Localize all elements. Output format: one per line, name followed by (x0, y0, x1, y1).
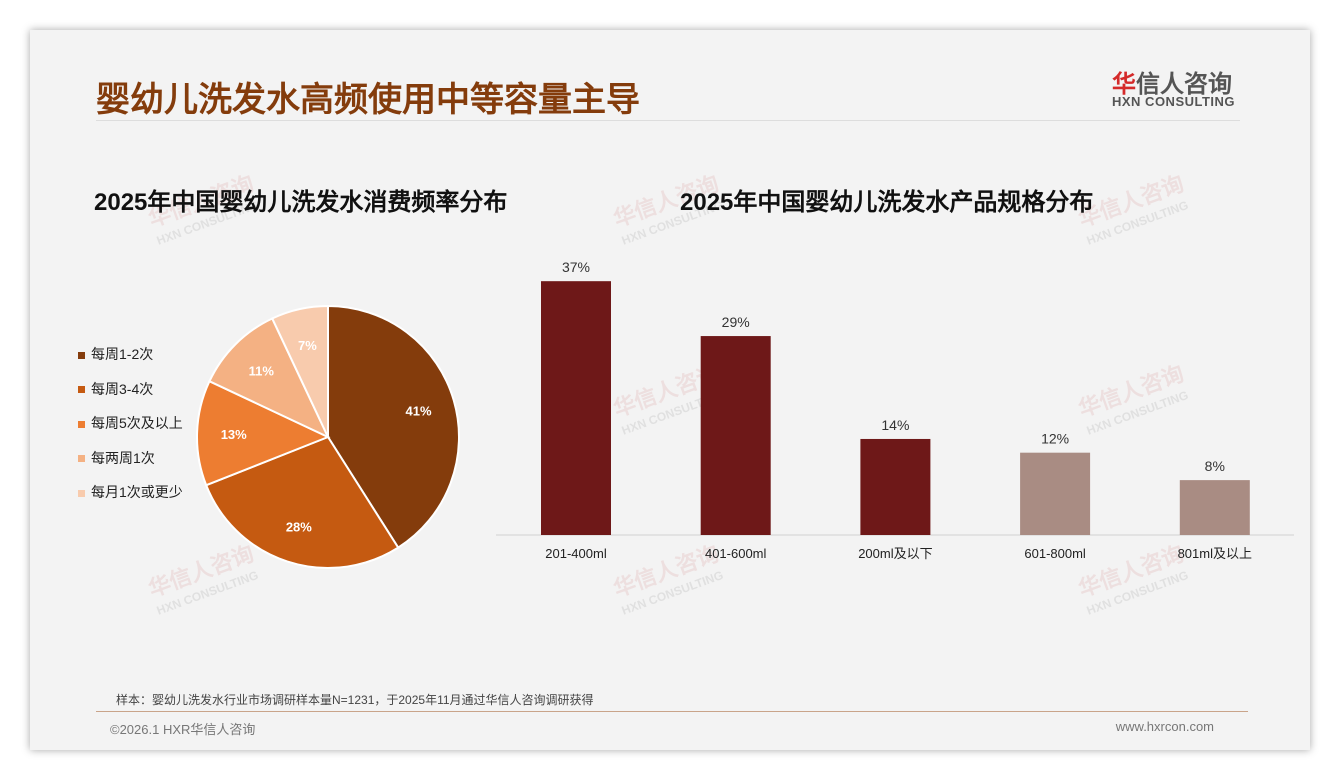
bar-chart-title: 2025年中国婴幼儿洗发水产品规格分布 (680, 189, 1094, 216)
pie-chart-title: 2025年中国婴幼儿洗发水消费频率分布 (94, 189, 508, 216)
x-tick-label: 200ml及以下 (858, 546, 932, 561)
legend-item: 每周1-2次 (78, 344, 153, 364)
pie-slice (208, 317, 331, 440)
legend-label: 每周3-4次 (91, 380, 154, 397)
x-tick-label: 401-600ml (705, 546, 767, 561)
logo: 华信人咨询 (1112, 64, 1232, 99)
header-divider (96, 120, 1240, 121)
bar-value-label: 8% (1205, 458, 1225, 474)
legend-label: 每周5次及以上 (91, 415, 183, 431)
bar (541, 281, 611, 535)
pie-slice-label: 41% (406, 404, 432, 419)
legend-item: 每两周1次 (78, 448, 155, 468)
bar (1020, 452, 1091, 535)
legend-swatch (78, 489, 85, 497)
legend-item: 每月1次或更少 (78, 482, 183, 502)
legend-swatch (78, 386, 85, 394)
website-link[interactable]: www.hxrcon.com (1115, 719, 1214, 734)
pie-slice (196, 379, 331, 487)
logo-en: HXN CONSULTING (1112, 94, 1236, 109)
copyright: ©2026.1 HXR华信人咨询 (110, 722, 256, 737)
logo-mark: 华 (1112, 71, 1136, 98)
bar-value-label: 37% (562, 259, 590, 275)
bar-value-label: 12% (1041, 431, 1069, 447)
legend-item: 每周3-4次 (78, 379, 153, 399)
bar-value-label: 29% (722, 314, 750, 330)
pie-slice-label: 28% (286, 520, 312, 535)
legend-label: 每周1-2次 (91, 346, 154, 362)
bar (700, 336, 771, 535)
x-tick-label: 801ml及以上 (1178, 546, 1252, 561)
footer-divider (96, 711, 1248, 712)
legend-label: 每月1次或更少 (91, 484, 183, 500)
pie-slice (204, 435, 400, 569)
pie-slice-label: 7% (298, 338, 317, 353)
pie-slice-label: 11% (249, 363, 275, 378)
sample-note: 样本：婴幼儿洗发水行业市场调研样本量N=1231，于2025年11月通过华信人咨… (116, 693, 594, 707)
legend-label: 每两周1次 (91, 449, 155, 466)
x-tick-label: 201-400ml (545, 546, 607, 561)
legend-item: 每周5次及以上 (78, 413, 183, 433)
legend-swatch (78, 420, 85, 428)
legend-swatch (78, 455, 85, 463)
bar-value-label: 14% (881, 417, 909, 433)
slide: 婴幼儿洗发水高频使用中等容量主导 华信人咨询 HXN CONSULTING 华信… (30, 30, 1310, 750)
pie-slice-label: 13% (221, 427, 247, 442)
legend-swatch (78, 351, 85, 359)
x-tick-label: 601-800ml (1024, 546, 1086, 561)
bar (1179, 480, 1250, 535)
bar (860, 438, 931, 535)
pie-slice (270, 304, 329, 438)
charts-canvas: 41% 28% 13% 11% 7% 37% 201-400ml 29% 401-600ml 14… (196, 259, 1294, 569)
logo-text: 信人咨询 (1136, 71, 1232, 98)
page-title: 婴幼儿洗发水高频使用中等容量主导 (96, 81, 640, 119)
